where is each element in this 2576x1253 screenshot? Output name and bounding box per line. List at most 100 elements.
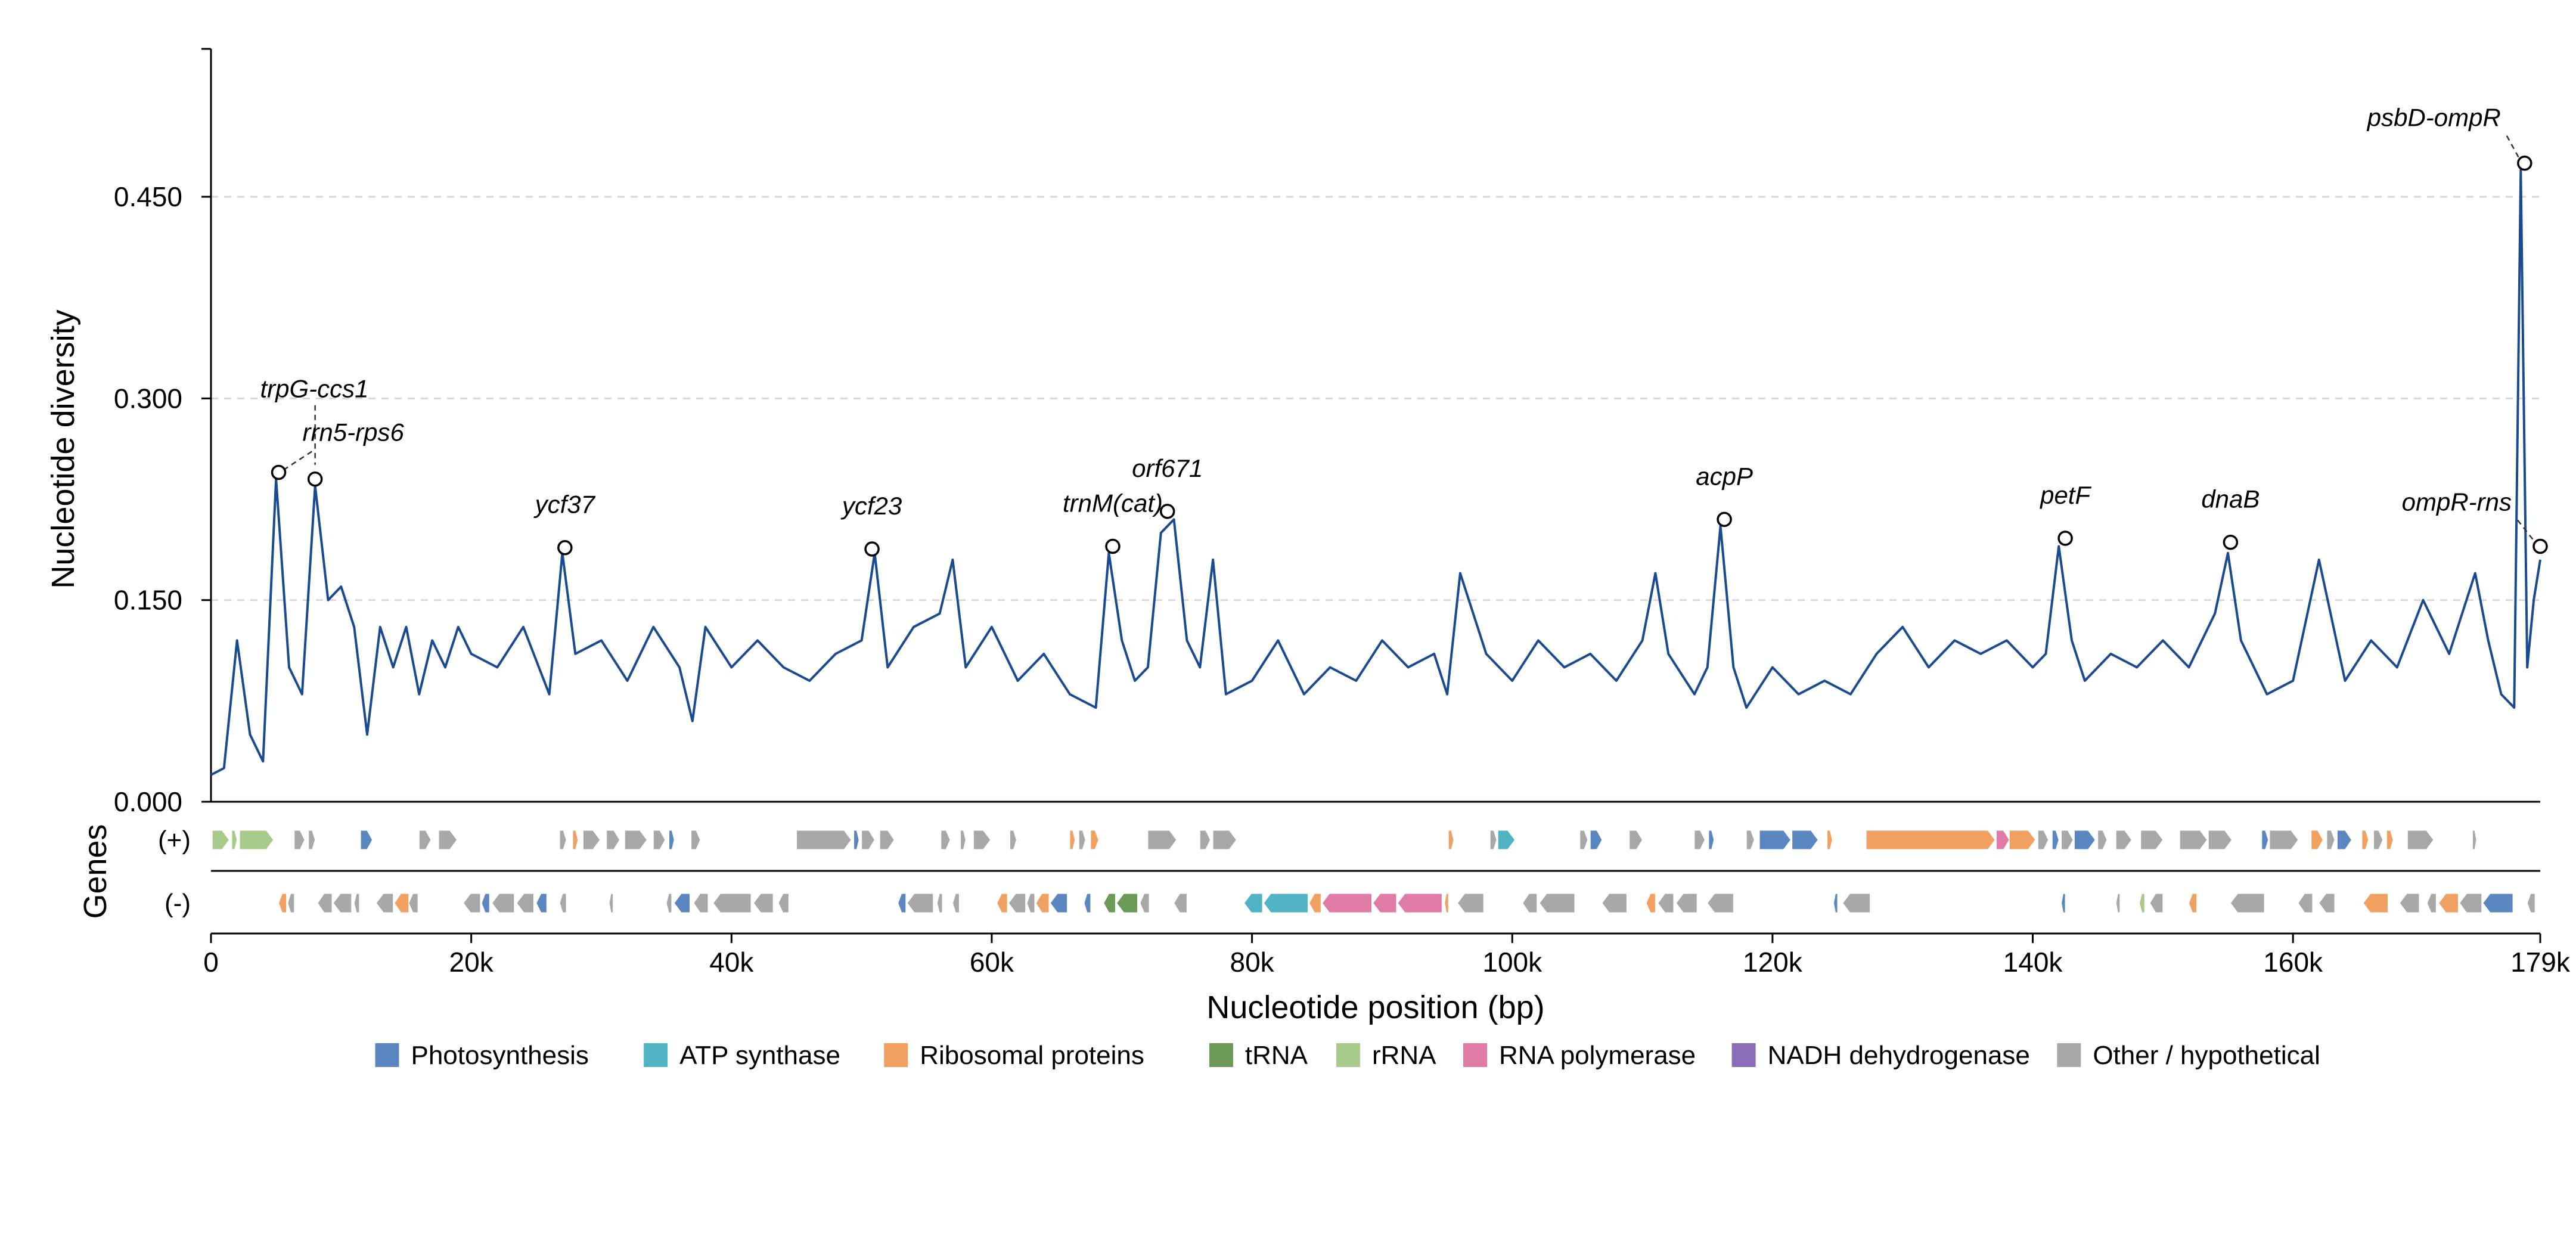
gene-feature: [624, 830, 648, 850]
gene-feature: [2188, 893, 2198, 913]
x-tick-label: 0: [203, 947, 219, 978]
y-tick-label: 0.000: [114, 786, 182, 817]
peak-marker: [2057, 531, 2073, 546]
gene-feature: [1694, 830, 1705, 850]
peak-marker: [864, 541, 880, 557]
x-tick-label: 160k: [2263, 947, 2323, 978]
legend-swatch: [1463, 1043, 1487, 1067]
gene-feature: [1026, 893, 1035, 913]
gene-feature: [952, 893, 960, 913]
gene-feature: [1035, 893, 1050, 913]
gene-feature: [1579, 830, 1588, 850]
gene-feature: [1497, 830, 1516, 850]
gene-feature: [898, 893, 907, 913]
gene-feature: [2298, 893, 2313, 913]
gene-feature: [2230, 893, 2265, 913]
annotation-leader: [2506, 135, 2521, 160]
grid-lines: [211, 196, 2540, 601]
peak-label: petF: [2039, 481, 2091, 509]
peak-marker: [1105, 538, 1121, 554]
gene-feature: [1539, 893, 1575, 913]
series-layer: [210, 169, 2541, 776]
y-tick-label: 0.150: [114, 585, 182, 616]
gene-feature: [1995, 830, 2010, 850]
gene-feature: [308, 830, 316, 850]
legend-label: tRNA: [1245, 1041, 1308, 1070]
gene-feature: [294, 830, 305, 850]
gene-feature: [231, 830, 238, 850]
gene-feature: [778, 893, 789, 913]
gene-feature: [333, 893, 352, 913]
gene-feature: [1010, 830, 1017, 850]
gene-feature: [1602, 893, 1627, 913]
gene-feature: [693, 893, 709, 913]
peak-label: acpP: [1696, 462, 1753, 490]
gene-feature: [1199, 830, 1211, 850]
legend-swatch: [1731, 1043, 1756, 1067]
gene-feature: [1008, 893, 1026, 913]
legend-swatch: [1209, 1043, 1233, 1067]
legend-label: Ribosomal proteins: [920, 1041, 1144, 1070]
gene-feature: [408, 893, 418, 913]
legend-swatch: [1336, 1043, 1360, 1067]
gene-feature: [1448, 830, 1454, 850]
peak-marker: [2517, 155, 2532, 171]
peak-label: dnaB: [2201, 485, 2260, 513]
gene-feature: [2269, 830, 2299, 850]
gene-feature: [1103, 893, 1116, 913]
gene-feature: [606, 830, 620, 850]
legend-label: ATP synthase: [679, 1041, 840, 1070]
gene-feature: [2115, 893, 2121, 913]
peak-label: rrn5-rps6: [302, 418, 404, 446]
gene-feature: [516, 893, 534, 913]
gene-feature: [353, 893, 360, 913]
gene-feature: [1489, 830, 1497, 850]
genes-track-label: Genes: [77, 824, 113, 919]
legend-label: rRNA: [1372, 1041, 1436, 1070]
gene-feature: [1746, 830, 1755, 850]
gene-feature: [2459, 893, 2482, 913]
gene-feature: [2061, 893, 2066, 913]
legend-label: NADH dehydrogenase: [1768, 1041, 2030, 1070]
gene-feature: [2115, 830, 2133, 850]
gene-feature: [1629, 830, 1643, 850]
legend-swatch: [644, 1043, 668, 1067]
gene-feature: [287, 893, 295, 913]
peak-label: ompR-rns: [2402, 488, 2512, 516]
peak-label: trpG-ccs1: [260, 374, 369, 402]
gene-feature: [1263, 893, 1308, 913]
peak-marker: [1717, 511, 1732, 528]
x-tick-label: 80k: [1230, 947, 1275, 978]
gene-feature: [2261, 830, 2269, 850]
gene-feature: [1590, 830, 1603, 850]
gene-feature: [418, 830, 432, 850]
gene-feature: [317, 893, 333, 913]
gene-feature: [1373, 893, 1397, 913]
gene-feature: [2472, 830, 2477, 850]
gene-feature: [653, 830, 666, 850]
axes: 0.000 0.150 0.300 0.450 Nucleotide diversity…: [45, 48, 2571, 1025]
gene-feature: [2386, 830, 2394, 850]
gene-feature: [609, 893, 614, 913]
gene-feature: [907, 893, 934, 913]
peak-label: trnM(cat): [1063, 489, 1163, 517]
gene-feature: [2426, 893, 2437, 913]
y-tick-label: 0.450: [114, 181, 182, 212]
gene-feature: [960, 830, 966, 850]
gene-feature: [2319, 893, 2335, 913]
gene-tracks: (+) (-) Genes: [77, 824, 2540, 935]
gene-feature: [2438, 893, 2459, 913]
gene-feature: [2407, 830, 2434, 850]
gene-feature: [438, 830, 458, 850]
gene-feature: [2527, 893, 2535, 913]
gene-feature: [1833, 893, 1838, 913]
gene-feature: [973, 830, 991, 850]
gene-feature: [1444, 893, 1449, 913]
peak-label: orf671: [1132, 454, 1203, 482]
peak-marker: [1159, 504, 1175, 519]
gene-feature: [1174, 893, 1187, 913]
x-tick-label: 20k: [449, 947, 494, 978]
gene-feature: [1646, 893, 1656, 913]
gene-feature: [536, 893, 547, 913]
gene-feature: [2052, 830, 2059, 850]
